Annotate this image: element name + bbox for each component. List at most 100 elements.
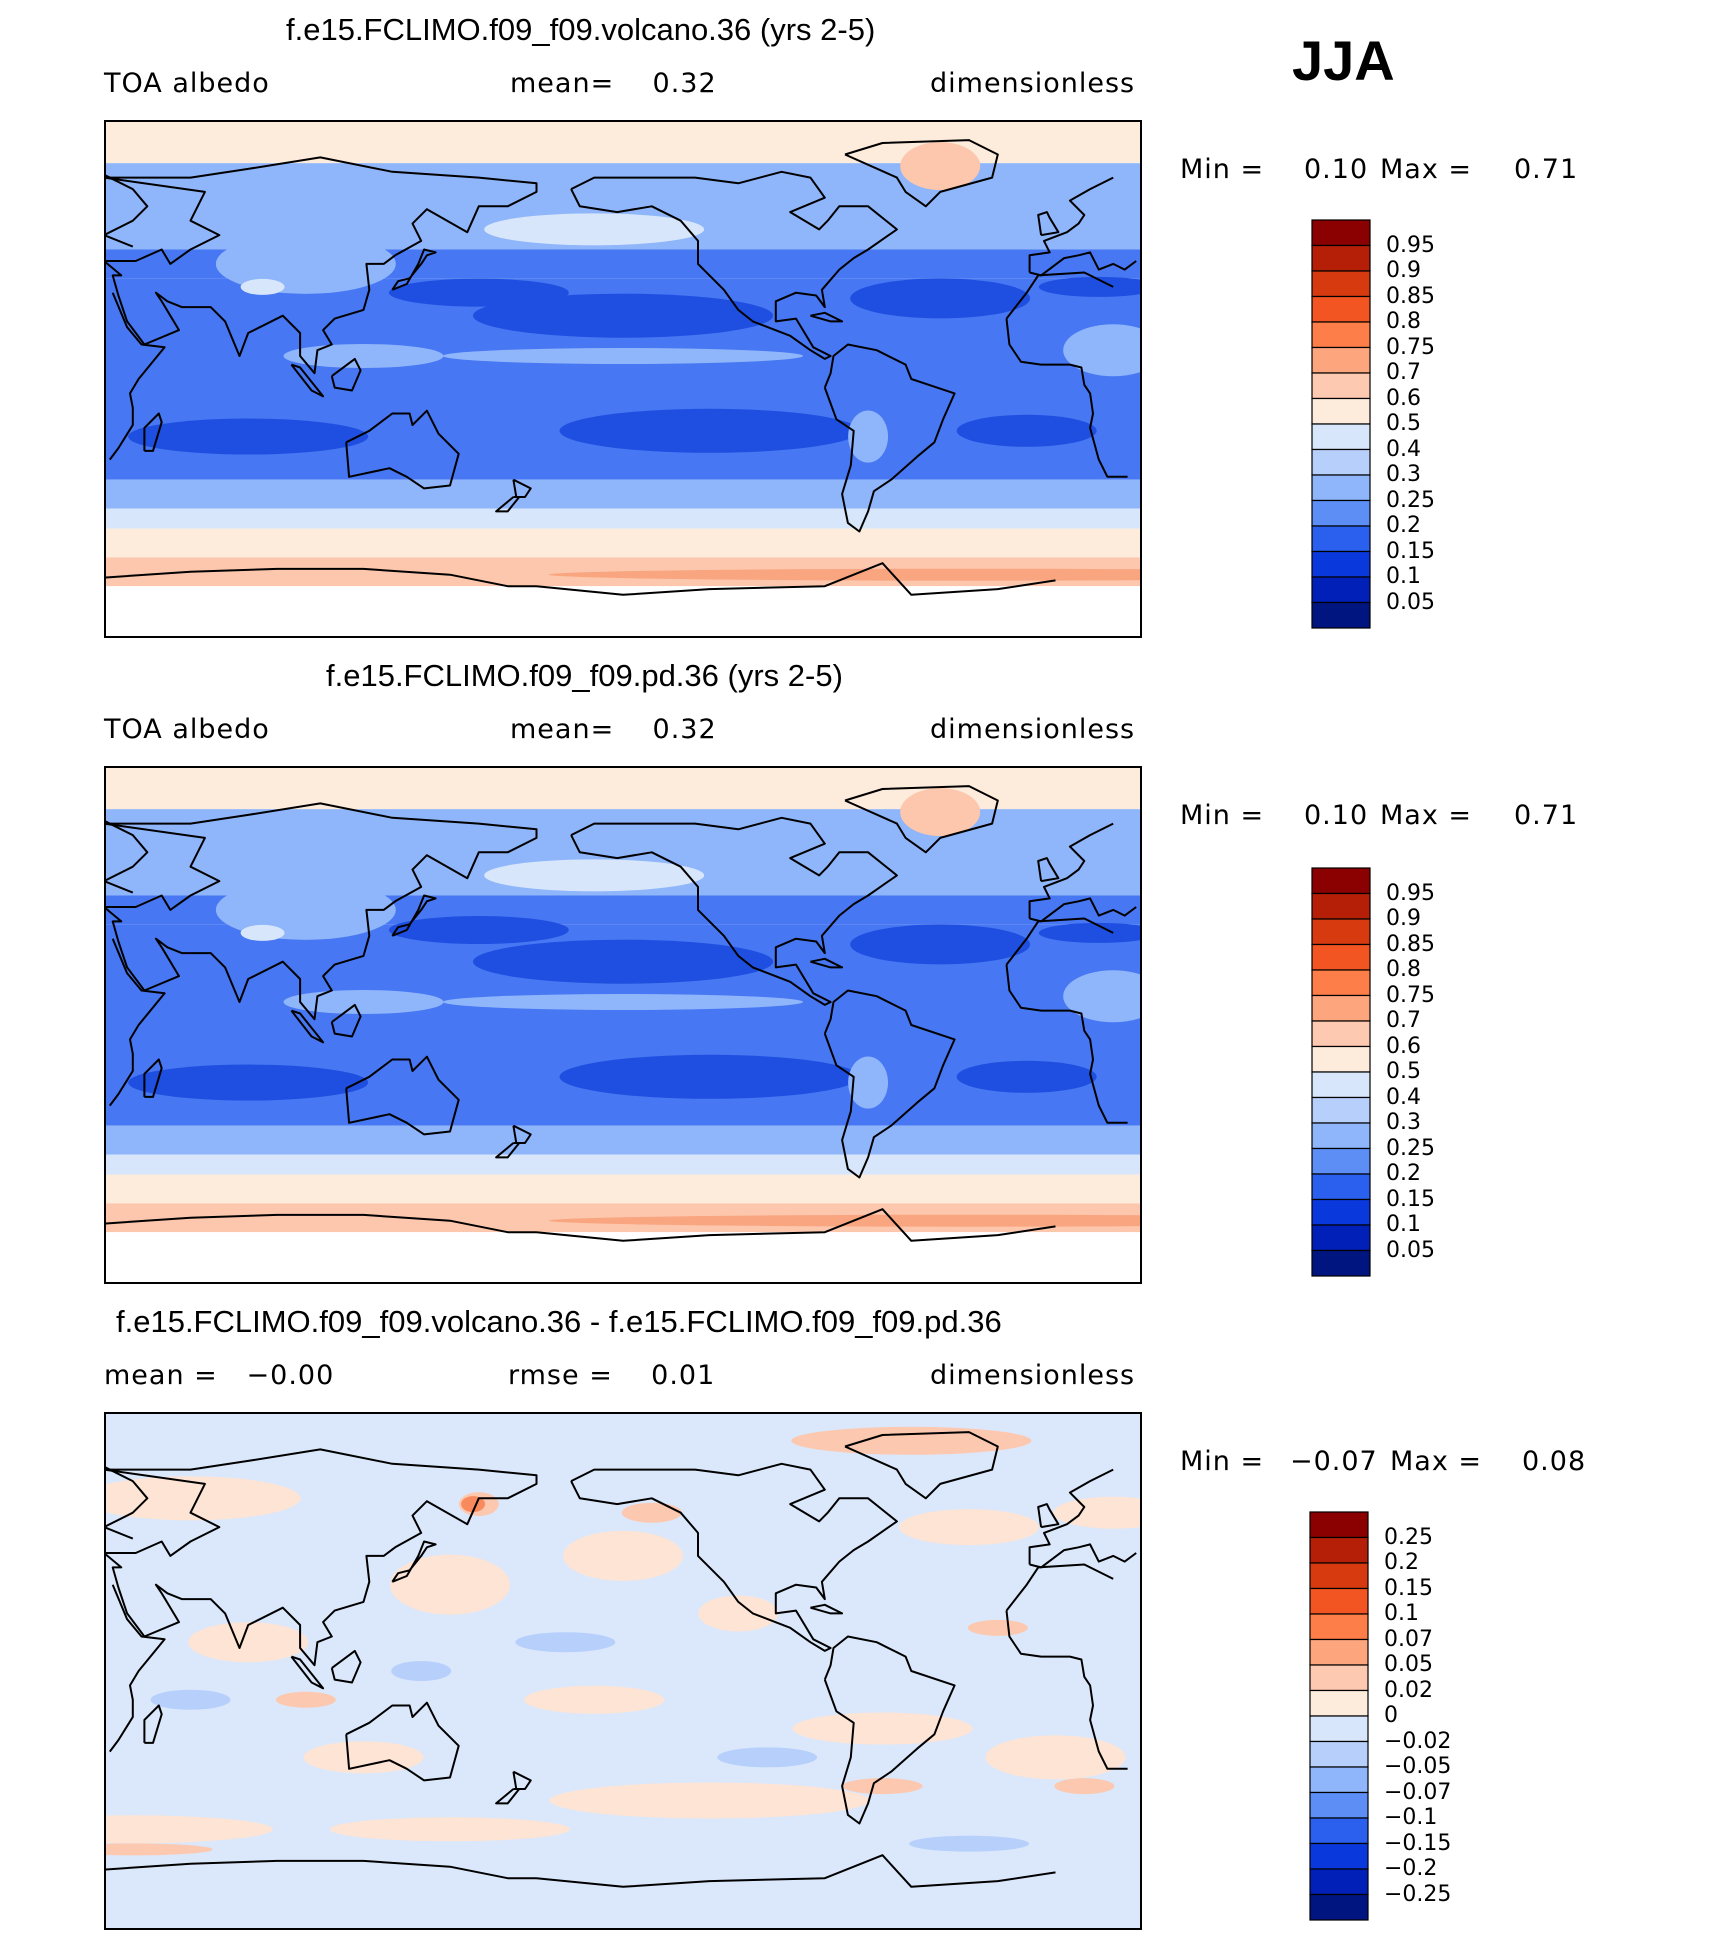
coastline [810, 311, 844, 323]
field-contour [956, 414, 1097, 447]
field-contour [1054, 1778, 1115, 1795]
field-contour [484, 213, 705, 246]
field-band [104, 479, 1142, 509]
field-contour [484, 859, 705, 892]
field-contour [848, 410, 889, 463]
colorbar-tick-label: 0.7 [1386, 360, 1421, 385]
units-label: dimensionless [930, 1360, 1136, 1391]
field-contour [900, 788, 981, 837]
field-contour [985, 1735, 1126, 1780]
colorbar-segment [1309, 1791, 1369, 1819]
colorbar-tick-label: 0.75 [1386, 334, 1435, 360]
variable-label: TOA albedo [104, 68, 270, 99]
field-contour [443, 993, 803, 1010]
coastline [512, 1770, 532, 1790]
coastline [1029, 897, 1137, 923]
field-contour [215, 233, 396, 294]
coastline [823, 989, 956, 1179]
coastline [570, 816, 898, 1006]
colorbar-segment [1309, 1817, 1369, 1845]
colorbar-segment [1311, 372, 1371, 400]
colorbar-2 [1309, 1511, 1369, 1921]
field-contour [128, 1064, 369, 1101]
colorbar-tick-label: 0.5 [1386, 411, 1421, 436]
field-contour [283, 989, 444, 1014]
colorbar-segment [1311, 1045, 1371, 1073]
coastline [570, 170, 898, 360]
colorbar-segment [1311, 892, 1371, 920]
field-contour [900, 142, 981, 191]
field-contour [1063, 324, 1142, 377]
coastline [536, 1854, 1056, 1888]
field-contour [215, 879, 396, 940]
colorbar-segment [1309, 1766, 1369, 1794]
colorbar-tick-label: 0.2 [1386, 513, 1421, 538]
field-contour [303, 1741, 424, 1774]
colorbar-segment [1311, 474, 1371, 502]
coastline [345, 1701, 460, 1782]
coastline [104, 1213, 537, 1234]
rmse-label: rmse = 0.01 [508, 1360, 716, 1391]
colorbar-tick-label: 0.15 [1384, 1575, 1433, 1601]
coastline [536, 1208, 1056, 1242]
colorbar-tick-label: 0.5 [1386, 1059, 1421, 1084]
colorbar-segment [1309, 1689, 1369, 1717]
colorbar-segment [1309, 1664, 1369, 1692]
coastline [1029, 251, 1137, 277]
field-contour [549, 1782, 870, 1819]
field-contour [549, 1214, 1142, 1227]
coastline [391, 894, 437, 937]
field-contour [515, 1632, 616, 1653]
colorbar-tick-label: 0.02 [1384, 1677, 1433, 1703]
field-contour [104, 1815, 273, 1844]
colorbar-tick-label: −0.15 [1384, 1830, 1452, 1856]
colorbar-tick-label: 0.3 [1386, 1110, 1421, 1135]
coastline [495, 1788, 521, 1805]
colorbar-segment [1311, 1147, 1371, 1175]
colorbar-segment [1311, 397, 1371, 425]
colorbar-segment [1311, 244, 1371, 272]
colorbar-segment [1311, 576, 1371, 604]
colorbar-tick-label: 0.2 [1384, 1550, 1419, 1575]
field-contour [956, 1060, 1097, 1093]
map-panel-0 [104, 120, 1142, 638]
coastline [512, 478, 532, 498]
field-contour [559, 408, 860, 453]
coastline [1029, 1543, 1137, 1569]
colorbar-segment [1309, 1511, 1369, 1539]
colorbar-segment [1311, 1249, 1371, 1277]
colorbar-0 [1311, 219, 1371, 629]
colorbar-segment [1311, 867, 1371, 895]
field-contour [104, 1843, 213, 1856]
coastline [1028, 176, 1114, 273]
coastline [844, 139, 999, 208]
colorbar-tick-label: 0.25 [1386, 487, 1435, 513]
field-contour [275, 1691, 336, 1708]
field-contour [899, 1509, 1039, 1546]
coastline [345, 1055, 460, 1136]
coastline [104, 173, 149, 248]
max-label: Max = [1380, 154, 1473, 185]
field-contour [443, 347, 803, 364]
colorbar-segment [1309, 1562, 1369, 1590]
coastline [104, 1859, 537, 1880]
coastline [391, 248, 437, 291]
season-label: JJA [1292, 29, 1395, 92]
coastline [330, 1649, 362, 1684]
coastline [108, 1584, 166, 1753]
field-contour [388, 916, 569, 945]
colorbar-tick-label: 0.85 [1386, 283, 1435, 309]
colorbar-segment [1311, 270, 1371, 298]
colorbar-tick-label: 0 [1384, 1703, 1398, 1728]
coastline [330, 1003, 362, 1038]
field-contour [717, 1747, 818, 1768]
field-contour [240, 924, 285, 941]
field-contour [104, 1476, 301, 1521]
colorbar-tick-label: 0.95 [1386, 880, 1435, 906]
field-band [104, 1125, 1142, 1155]
coastline [495, 496, 521, 513]
coastline [143, 1058, 163, 1098]
colorbar-segment [1311, 423, 1371, 451]
colorbar-segment [1311, 1173, 1371, 1201]
colorbar-tick-label: 0.1 [1384, 1601, 1419, 1626]
